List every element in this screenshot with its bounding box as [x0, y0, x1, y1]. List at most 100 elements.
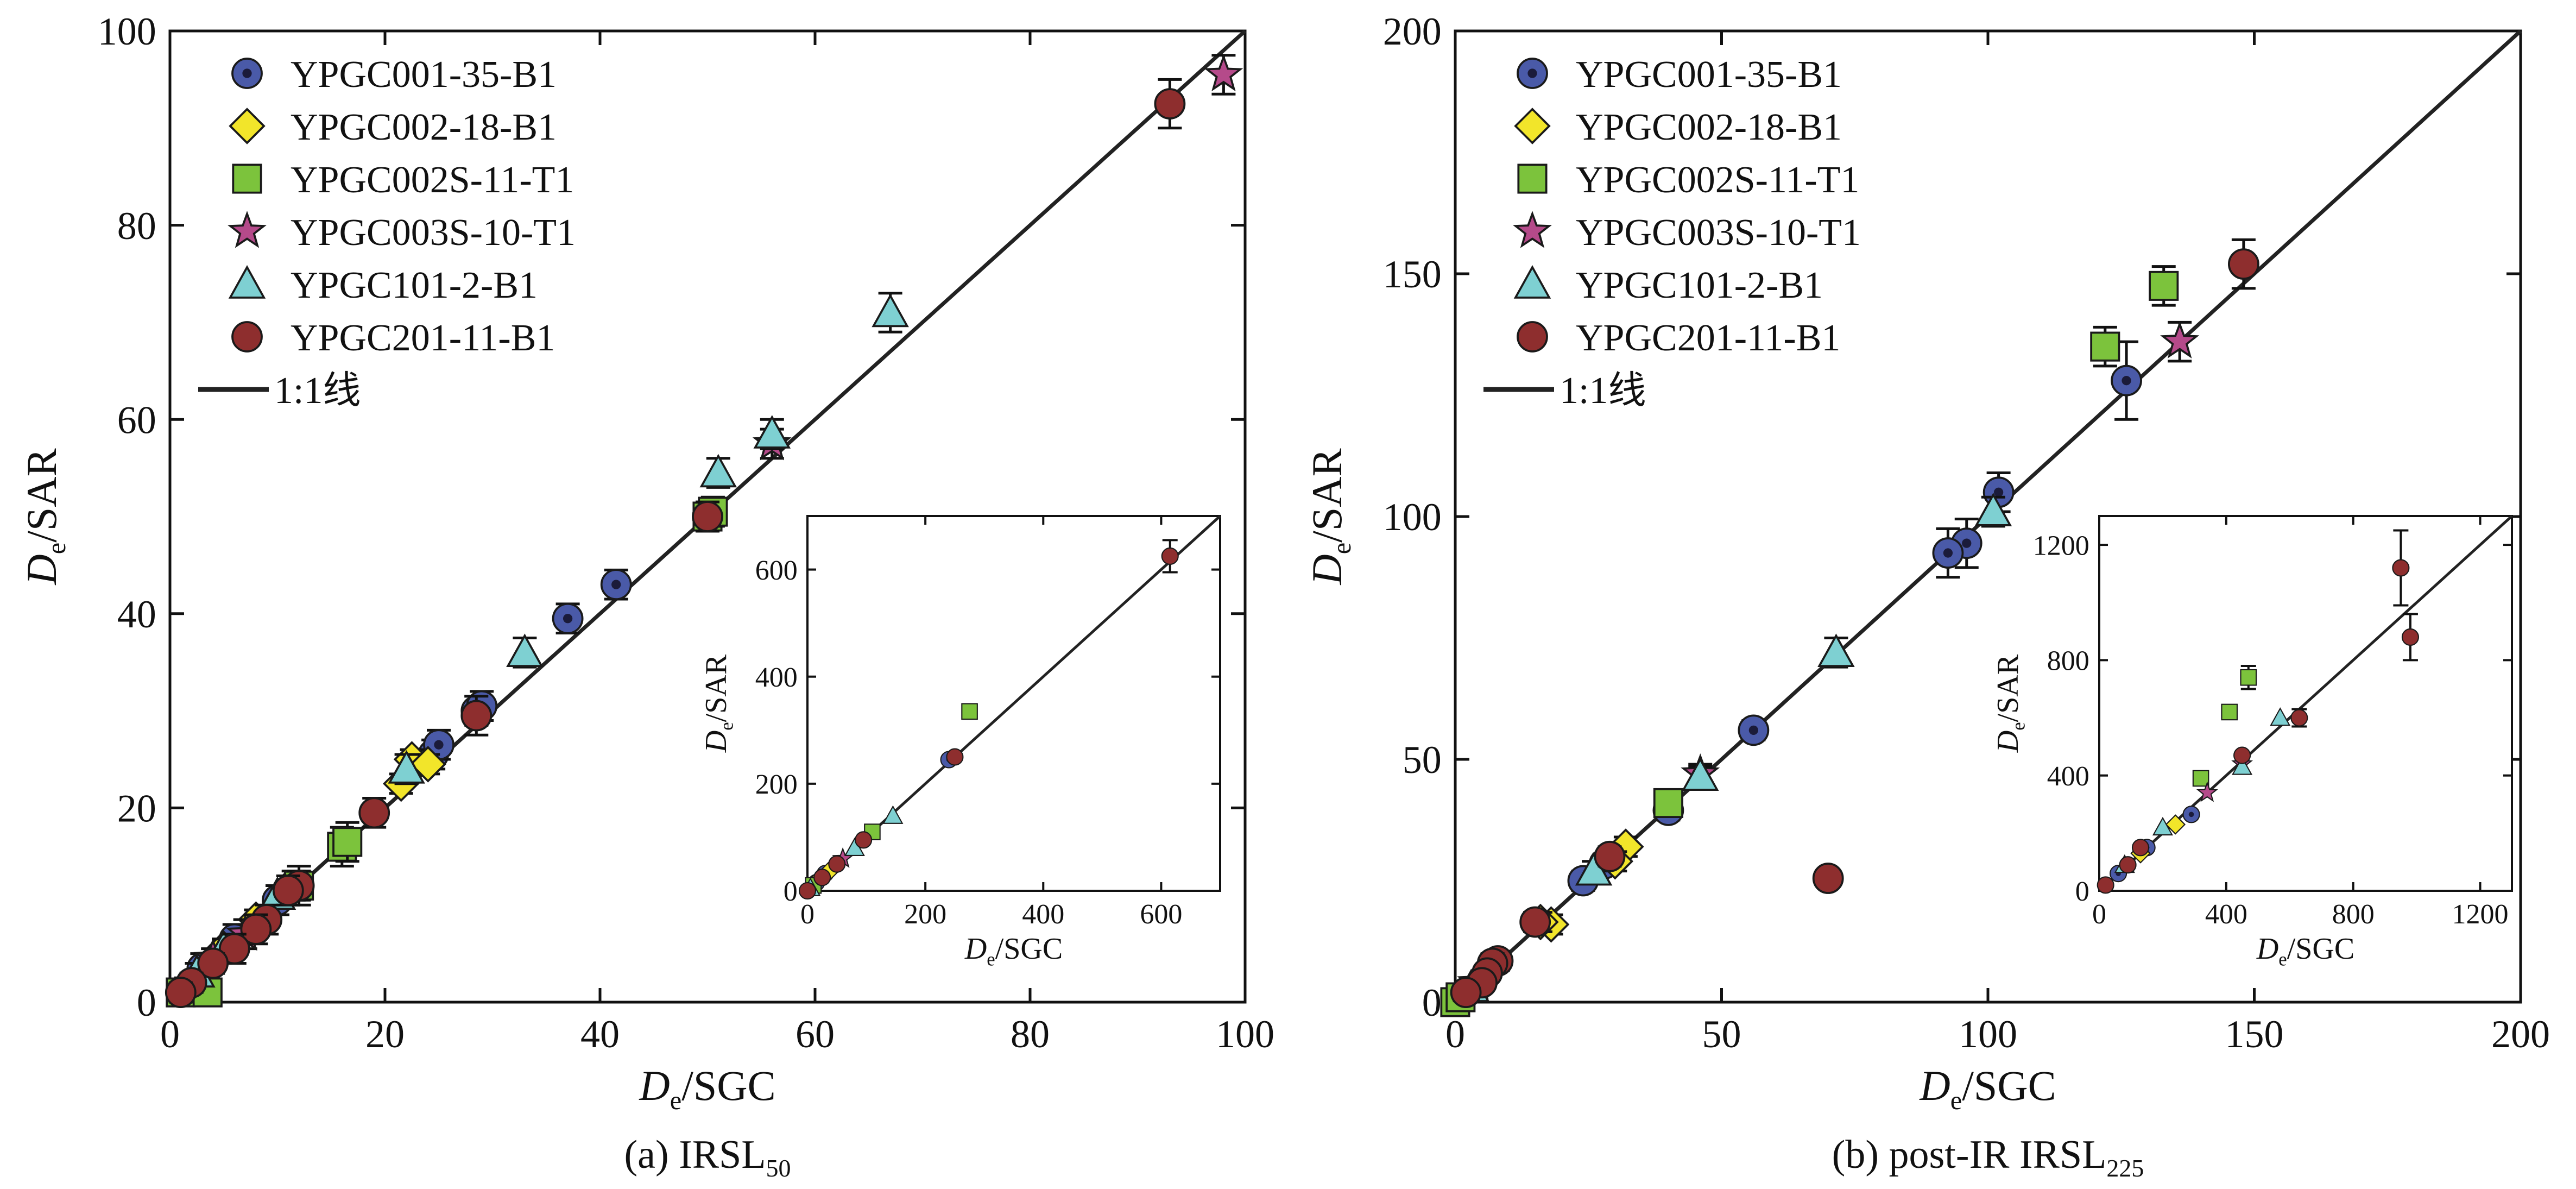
- a-point-5-5: [272, 875, 304, 907]
- a-x-axis-label: De/SGC: [639, 1062, 775, 1115]
- a-y-axis-label: De/SAR: [18, 448, 71, 585]
- b-y-axis-label-sub: e: [1328, 543, 1356, 554]
- b-inset-point-5-0: [2392, 559, 2410, 577]
- b-y-tick-label-2: 100: [1383, 495, 1442, 539]
- a-legend-label-4: YPGC101-2-B1: [291, 265, 538, 306]
- b-point-2-2: [1653, 788, 1683, 819]
- b-caption: (b) post-IR IRSL225: [1832, 1133, 2144, 1182]
- a-point-5-9: [197, 947, 229, 979]
- a-inset-y-tick-label-1: 200: [755, 769, 798, 800]
- b-legend-label-one-to-one: 1:1线: [1560, 370, 1646, 412]
- a-inset-series-5: [798, 539, 1179, 900]
- b-x-tick-label-4: 200: [2491, 1012, 2550, 1056]
- b-inset-point-2-0: [2240, 669, 2257, 686]
- b-point-2-0: [2090, 331, 2120, 362]
- a-y-tick-label-3: 60: [117, 398, 156, 442]
- b-inset-y-axis-label-main: D: [1991, 731, 2025, 753]
- b-y-tick-label-3: 150: [1383, 253, 1442, 296]
- b-x-axis-label: De/SGC: [1919, 1062, 2056, 1115]
- a-point-0-5-center-dot: [611, 580, 621, 589]
- b-y-axis-label-rest: /SAR: [1303, 448, 1350, 542]
- b-x-tick-label-2: 100: [1959, 1012, 2017, 1056]
- b-inset-x-tick-label-3: 1200: [2452, 899, 2509, 930]
- b-legend-marker-0-center-dot: [1527, 68, 1537, 78]
- a-point-4-4: [388, 750, 425, 784]
- a-inset-point-5-4: [813, 869, 831, 886]
- b-x-axis-label-main: D: [1919, 1062, 1950, 1109]
- b-inset-x-axis-label-main: D: [2256, 932, 2278, 966]
- b-point-0-1-center-dot: [1962, 538, 1972, 548]
- a-inset-x-tick-label-1: 200: [904, 899, 946, 930]
- b-series-0: [1567, 340, 2142, 897]
- a-inset-x-tick-label-3: 600: [1140, 899, 1182, 930]
- b-point-0-4-center-dot: [1748, 725, 1759, 735]
- a-inset-point-5-0: [1161, 547, 1179, 565]
- a-point-2-1: [332, 827, 363, 857]
- a-x-tick-label-5: 100: [1216, 1012, 1274, 1056]
- a-y-tick-label-2: 40: [117, 593, 156, 636]
- a-point-5-1: [460, 700, 493, 732]
- b-inset-x-tick-label-2: 800: [2332, 899, 2375, 930]
- b-inset-y-axis-label: De/SAR: [1991, 654, 2029, 753]
- a-inset-point-5-1: [946, 748, 964, 766]
- b-point-3-0: [2160, 321, 2200, 358]
- a-x-axis-label-sub: e: [670, 1086, 681, 1115]
- a-inset-point-2-0: [961, 703, 978, 720]
- b-inset-point-2-1: [2221, 703, 2238, 721]
- b-inset-x-axis-label-sub: e: [2278, 948, 2287, 970]
- a-legend-label-2: YPGC002S-11-T1: [291, 159, 574, 201]
- b-inset-point-1-0: [2165, 814, 2186, 835]
- a-inset-point-4-0: [882, 805, 904, 824]
- b-legend-label-5: YPGC201-11-B1: [1576, 317, 1840, 359]
- b-inset-point-4-0: [2270, 707, 2291, 726]
- b-point-0-3-center-dot: [2122, 376, 2131, 386]
- b-inset-y-tick-label-3: 1200: [2033, 530, 2089, 561]
- b-legend-marker-4: [1513, 265, 1551, 299]
- b-legend-label-2: YPGC002S-11-T1: [1576, 159, 1859, 201]
- b-inset-y-axis-label-sub: e: [2007, 722, 2029, 730]
- b-point-5-0: [2227, 248, 2259, 280]
- a-y-axis-label-sub: e: [42, 543, 71, 554]
- a-point-5-8: [218, 933, 250, 965]
- b-inset-y-tick-label-1: 400: [2047, 761, 2089, 792]
- b-inset-x-axis-label-rest: /SGC: [2287, 932, 2355, 966]
- a-legend-label-one-to-one: 1:1线: [274, 370, 361, 412]
- b-point-4-1: [1681, 757, 1719, 791]
- a-inset-y-axis-label-sub: e: [716, 722, 737, 730]
- b-inset-point-4-1: [2232, 756, 2253, 775]
- b-inset-y-axis-label-rest: /SAR: [1991, 654, 2025, 722]
- b-point-0-2-center-dot: [1943, 548, 1953, 558]
- b-inset-point-2-2: [2192, 770, 2209, 787]
- b-legend-marker-2: [1517, 163, 1548, 194]
- b-legend-label-3: YPGC003S-10-T1: [1576, 212, 1861, 254]
- b-point-4-0: [1817, 633, 1855, 668]
- a-x-tick-label-0: 0: [160, 1012, 180, 1056]
- b-legend-label-4: YPGC101-2-B1: [1576, 265, 1823, 306]
- b-inset-x-axis-label: De/SGC: [2256, 932, 2354, 970]
- a-inset-point-5-3: [828, 855, 846, 873]
- a-point-5-3: [692, 501, 723, 532]
- panel-a: 0 20 40 60 80 100020406080100De/SGCDe/SARYPGC…: [18, 10, 1274, 1182]
- a-inset-x-axis-label: De/SGC: [964, 932, 1063, 970]
- a-legend-label-3: YPGC003S-10-T1: [291, 212, 576, 254]
- a-point-0-4-center-dot: [563, 614, 573, 624]
- a-inset-y-tick-label-3: 600: [755, 555, 798, 586]
- a-y-axis-label-main: D: [18, 554, 65, 585]
- b-inset-x-tick-label-1: 400: [2205, 899, 2247, 930]
- a-inset-point-5-5: [798, 882, 817, 900]
- a-legend-marker-0-center-dot: [242, 68, 252, 78]
- b-inset-series-2: [2192, 665, 2257, 787]
- b-inset-y-tick-label-0: 0: [2075, 876, 2089, 907]
- b-y-tick-label-4: 200: [1383, 10, 1442, 53]
- b-inset-point-0-0-center-dot: [2188, 811, 2194, 817]
- a-plot-frame: [168, 29, 1247, 1004]
- a-point-4-2: [699, 454, 737, 488]
- b-point-5-8: [1450, 977, 1482, 1009]
- a-inset-y-axis-label: De/SAR: [699, 654, 737, 753]
- b-x-tick-label-0: 0: [1445, 1012, 1465, 1056]
- a-legend-marker-5: [231, 321, 263, 353]
- b-point-5-3: [1519, 906, 1551, 938]
